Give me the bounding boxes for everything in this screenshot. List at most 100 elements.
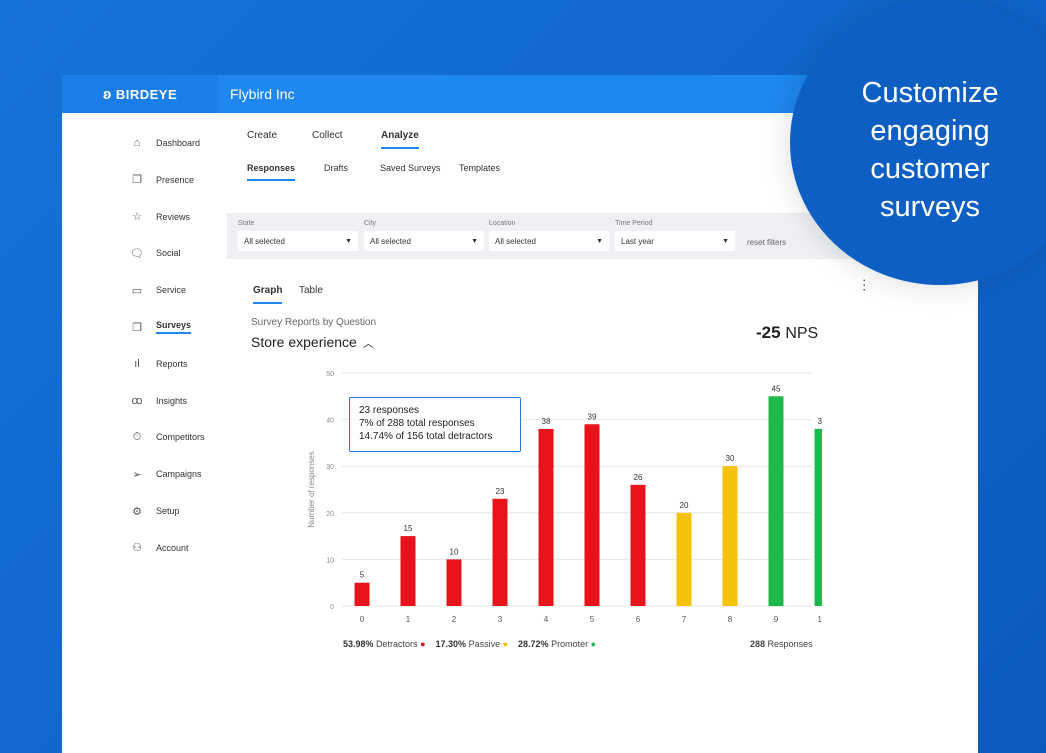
- bar-8: [722, 466, 738, 606]
- data-label: 45: [772, 384, 781, 393]
- x-tick-label: 4: [544, 615, 549, 624]
- data-label: 10: [450, 547, 459, 556]
- legend-passive: 17.30% Passive ●: [435, 639, 509, 649]
- tab-create[interactable]: Create: [247, 130, 278, 141]
- tab-collect[interactable]: Collect: [312, 130, 343, 141]
- sidebar-item-social[interactable]: 🗨 Social: [130, 243, 181, 263]
- bar-chart-icon: ıl: [134, 357, 140, 370]
- promo-line-4: surveys: [880, 191, 980, 223]
- location-filter: Location All selected ▼: [489, 220, 609, 251]
- sidebar-item-reviews[interactable]: ☆ Reviews: [130, 207, 190, 227]
- bar-9: [768, 396, 784, 606]
- tab-table[interactable]: Table: [299, 285, 323, 296]
- question-selector[interactable]: Store experience ︿: [251, 334, 374, 351]
- sidebar-item-insights[interactable]: ꝏ Insights: [130, 391, 187, 411]
- birdeye-logo[interactable]: ʚ BIRDEYE: [62, 75, 218, 113]
- gear-icon: ⚙: [132, 505, 142, 518]
- location-select-value: All selected: [495, 236, 536, 246]
- city-select-value: All selected: [370, 236, 411, 246]
- chart-legend: 53.98% Detractors ● 17.30% Passive ● 28.…: [343, 639, 596, 649]
- location-select[interactable]: All selected ▼: [489, 231, 609, 251]
- sidebar-item-label: Setup: [156, 506, 180, 516]
- city-filter: City All selected ▼: [364, 220, 484, 251]
- reset-filters-link[interactable]: reset filters: [747, 238, 787, 247]
- time-period-filter: Time Period Last year ▼: [615, 220, 735, 251]
- y-tick-label: 50: [326, 371, 334, 378]
- more-options-icon[interactable]: ⋯: [857, 278, 873, 292]
- user-icon: ⚇: [132, 542, 142, 555]
- tab-drafts[interactable]: Drafts: [324, 163, 349, 173]
- nps-unit: NPS: [785, 325, 819, 342]
- question-title: Store experience: [251, 334, 357, 350]
- bar-0: [354, 582, 370, 606]
- company-name[interactable]: Flybird Inc: [230, 86, 295, 102]
- y-axis-label: Number of responses: [307, 451, 316, 527]
- sidebar-item-label: Service: [156, 285, 187, 296]
- time-period-select[interactable]: Last year ▼: [615, 231, 735, 251]
- sidebar-item-service[interactable]: ▭ Service: [130, 280, 186, 300]
- state-filter: State All selected ▼: [238, 220, 358, 251]
- sidebar-item-dashboard[interactable]: ⌂ Dashboard: [130, 133, 200, 153]
- y-tick-label: 40: [326, 418, 334, 425]
- data-label: 39: [588, 412, 597, 421]
- sidebar-item-reports[interactable]: ıl Reports: [130, 354, 188, 374]
- data-label: 38: [542, 417, 551, 426]
- tooltip-line-2: 7% of 288 total responses: [359, 418, 475, 429]
- tab-responses[interactable]: Responses: [247, 163, 295, 181]
- bar-7: [676, 512, 692, 606]
- sidebar-item-label: Reviews: [156, 211, 191, 222]
- promo-line-1: Customize: [861, 77, 999, 109]
- birdeye-logo-mark: ʚ: [102, 85, 112, 103]
- tab-graph[interactable]: Graph: [253, 285, 282, 304]
- sidebar: ⌂ Dashboard ❐ Presence ☆ Reviews 🗨 Social ▭ Servi…: [62, 113, 222, 753]
- tab-analyze[interactable]: Analyze: [381, 130, 419, 149]
- sidebar-item-label: Account: [156, 542, 189, 553]
- tab-saved-surveys[interactable]: Saved Surveys: [380, 163, 441, 173]
- tooltip-line-1: 23 responses: [359, 405, 420, 416]
- promo-circle: [790, 0, 1046, 285]
- stopwatch-icon: ⏱: [132, 430, 142, 443]
- legend-detractors: 53.98% Detractors ●: [343, 639, 426, 649]
- sidebar-item-competitors[interactable]: ⏱ Competitors: [130, 427, 205, 447]
- sidebar-item-presence[interactable]: ❐ Presence: [130, 170, 194, 190]
- caret-down-icon: ▼: [471, 237, 478, 245]
- data-label: 15: [404, 524, 413, 533]
- sidebar-item-label: Competitors: [156, 432, 205, 443]
- promo-text: Customize engaging customer surveys: [830, 74, 1030, 226]
- x-tick-label: 9: [774, 615, 779, 624]
- nps-score: -25 NPS: [756, 323, 818, 343]
- sidebar-item-label: Insights: [156, 395, 188, 406]
- sidebar-item-surveys[interactable]: ❐ Surveys: [130, 317, 192, 337]
- location-filter-label: Location: [489, 220, 516, 227]
- report-label: Survey Reports by Question: [251, 317, 377, 328]
- state-filter-label: State: [238, 220, 255, 227]
- x-tick-label: 7: [682, 615, 687, 624]
- survey-icon: ❐: [132, 321, 142, 334]
- x-tick-label: 0: [360, 615, 365, 624]
- sidebar-item-label: Presence: [156, 174, 195, 185]
- chevron-up-icon: ︿: [362, 338, 374, 350]
- message-icon: ▭: [131, 284, 143, 297]
- y-tick-label: 10: [326, 557, 334, 564]
- city-filter-label: City: [364, 220, 377, 227]
- home-icon: ⌂: [133, 137, 141, 149]
- star-icon: ☆: [132, 211, 142, 224]
- sidebar-item-label: Surveys: [156, 320, 192, 334]
- sidebar-item-setup[interactable]: ⚙ Setup: [130, 501, 180, 521]
- sidebar-item-campaigns[interactable]: ➢ Campaigns: [130, 464, 201, 484]
- copy-icon: ❐: [132, 174, 142, 187]
- y-tick-label: 0: [330, 604, 334, 611]
- city-select[interactable]: All selected ▼: [364, 231, 484, 251]
- state-select[interactable]: All selected ▼: [238, 231, 358, 251]
- sidebar-item-label: Dashboard: [156, 138, 201, 148]
- passive-dot-icon: ●: [502, 639, 509, 649]
- responses-label: Responses: [767, 639, 813, 649]
- caret-down-icon: ▼: [345, 237, 352, 245]
- sidebar-item-account[interactable]: ⚇ Account: [130, 538, 189, 558]
- legend-promoter: 28.72% Promoter ●: [518, 639, 597, 649]
- y-tick-label: 30: [326, 464, 334, 471]
- tab-templates[interactable]: Templates: [459, 163, 501, 173]
- binoculars-icon: ꝏ: [131, 395, 143, 408]
- data-label: 5: [360, 571, 365, 580]
- sidebar-item-label: Reports: [156, 358, 188, 369]
